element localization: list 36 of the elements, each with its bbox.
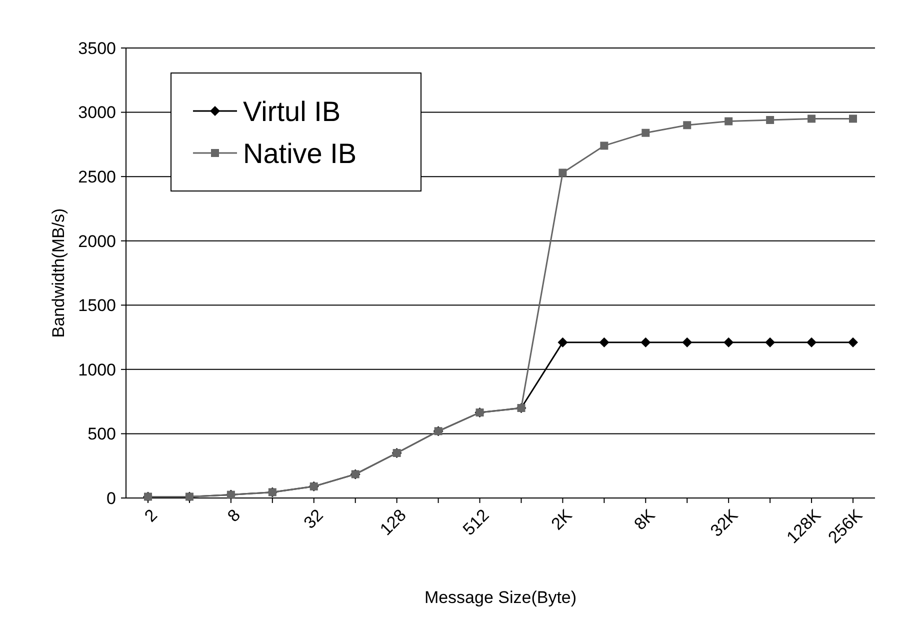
point (682, 337, 692, 348)
y-tick-label: 0 (106, 488, 116, 508)
point (640, 337, 651, 348)
x-tick-label: 2 (140, 506, 162, 526)
point (849, 114, 857, 123)
y-tick-label: 1500 (78, 296, 116, 316)
point (558, 337, 568, 348)
x-axis-title: Message Size(Byte) (424, 588, 577, 607)
point (766, 116, 774, 124)
point (765, 337, 776, 348)
y-tick-label: 1000 (78, 360, 116, 380)
x-tick-label: 32 (300, 506, 327, 532)
x-tick-label: 128 (376, 506, 410, 540)
y-tick-label: 500 (88, 424, 116, 444)
point (724, 337, 734, 348)
y-tick-label: 3000 (78, 103, 116, 122)
y-axis-title: Bandwidth(MB/s) (49, 208, 68, 338)
x-tick-label: 512 (459, 506, 493, 540)
x-tick-label: 8 (224, 506, 244, 526)
x-tick-label: 2K (548, 505, 576, 534)
point (600, 142, 608, 150)
point (806, 337, 817, 348)
x-tick-label: 32K (706, 505, 742, 540)
point (724, 117, 733, 126)
legend-label: Native IB (243, 138, 357, 169)
x-tick-label: 8K (630, 505, 660, 534)
point (808, 114, 816, 123)
y-tick-label: 2000 (78, 232, 116, 251)
y-tick-label: 3500 (78, 38, 116, 58)
legend-label: Virtul IB (243, 96, 341, 127)
point (683, 121, 692, 130)
point (558, 168, 567, 177)
y-tick-label: 2500 (78, 168, 116, 187)
point (599, 337, 610, 348)
point (848, 337, 858, 348)
point (642, 128, 650, 137)
